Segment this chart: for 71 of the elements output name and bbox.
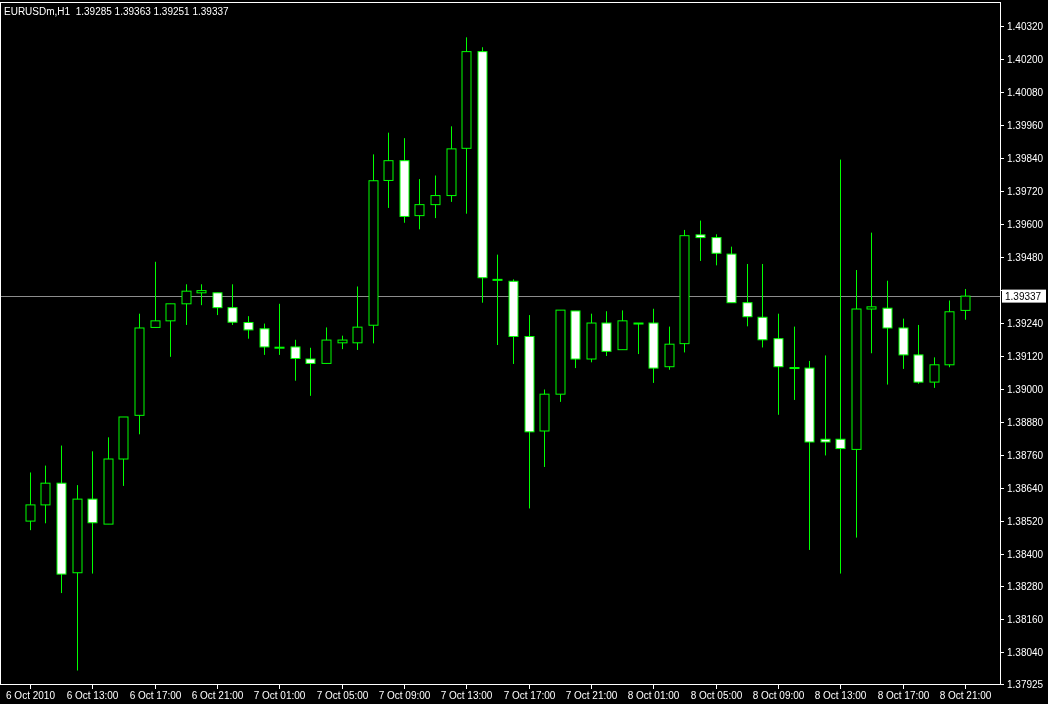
- y-tick-label: 1.40200: [1007, 54, 1044, 65]
- candlestick: [196, 283, 207, 306]
- x-tick-label: 8 Oct 17:00: [877, 690, 930, 701]
- candlestick: [414, 178, 425, 230]
- y-tick-label: 1.37925: [1007, 679, 1044, 690]
- candlestick: [274, 303, 285, 356]
- x-tick-label: 8 Oct 05:00: [690, 690, 743, 701]
- candlestick: [321, 326, 332, 364]
- y-tick-label: 1.38520: [1007, 516, 1044, 527]
- y-tick-label: 1.38160: [1007, 614, 1044, 625]
- candlestick: [430, 175, 441, 219]
- candlestick: [835, 159, 846, 575]
- y-tick-label: 1.39960: [1007, 120, 1044, 131]
- candlestick: [383, 132, 394, 209]
- y-tick-label: 1.38280: [1007, 581, 1044, 592]
- candlestick: [212, 292, 223, 316]
- candlestick: [40, 465, 51, 524]
- y-tick-label: 1.39240: [1007, 318, 1044, 329]
- candlestick: [757, 263, 768, 348]
- y-tick-label: 1.39600: [1007, 219, 1044, 230]
- x-tick-label: 6 Oct 13:00: [66, 690, 119, 701]
- candlestick: [960, 288, 971, 321]
- candlestick: [929, 356, 940, 389]
- y-tick-label: 1.38640: [1007, 483, 1044, 494]
- y-tick-label: 1.39000: [1007, 384, 1044, 395]
- x-tick-label: 7 Oct 21:00: [565, 690, 618, 701]
- candlestick: [789, 326, 800, 401]
- y-tick-label: 1.40320: [1007, 21, 1044, 32]
- candlestick: [882, 280, 893, 386]
- candlestick: [150, 261, 161, 328]
- x-tick-label: 7 Oct 13:00: [440, 690, 493, 701]
- y-tick-label: 1.38040: [1007, 647, 1044, 658]
- x-tick-label: 8 Oct 13:00: [814, 690, 867, 701]
- candlestick: [866, 232, 877, 354]
- candlestick: [25, 471, 36, 531]
- candlestick: [711, 233, 722, 266]
- y-tick-label: 1.38880: [1007, 417, 1044, 428]
- ref-line-label: 1.39337: [1005, 290, 1042, 302]
- x-tick-label: 8 Oct 09:00: [752, 690, 805, 701]
- y-tick-label: 1.39120: [1007, 351, 1044, 362]
- x-tick-label: 7 Oct 05:00: [316, 690, 369, 701]
- x-tick-label: 7 Oct 17:00: [503, 690, 556, 701]
- candlestick: [305, 347, 316, 397]
- candlestick: [633, 322, 644, 355]
- x-tick-label: 7 Oct 09:00: [378, 690, 431, 701]
- candlestick: [87, 450, 98, 575]
- y-tick-label: 1.39720: [1007, 186, 1044, 197]
- y-tick-label: 1.38400: [1007, 549, 1044, 560]
- candlestick: [742, 263, 753, 327]
- candlestick: [352, 286, 363, 351]
- y-tick-label: 1.39480: [1007, 252, 1044, 263]
- candlestick: [695, 220, 706, 262]
- candlestick: [243, 315, 254, 340]
- x-tick-label: 6 Oct 21:00: [191, 690, 244, 701]
- x-tick-label: 6 Oct 2010: [6, 690, 56, 701]
- x-tick-label: 7 Oct 01:00: [253, 690, 306, 701]
- x-tick-label: 8 Oct 21:00: [939, 690, 992, 701]
- y-tick-label: 1.39840: [1007, 153, 1044, 164]
- candlestick: [259, 323, 270, 356]
- y-tick-label: 1.38760: [1007, 450, 1044, 461]
- candlestick: [664, 326, 675, 371]
- x-tick-label: 8 Oct 01:00: [627, 690, 680, 701]
- x-tick-label: 6 Oct 17:00: [129, 690, 182, 701]
- candlestick: [227, 283, 238, 326]
- candlestick: [492, 254, 503, 346]
- chart-title: EURUSDm,H1 1.39285 1.39363 1.39251 1.39337: [4, 6, 230, 17]
- y-tick-label: 1.40080: [1007, 87, 1044, 98]
- candlestick: [290, 339, 301, 382]
- candlestick: [181, 283, 192, 326]
- candlestick: [820, 354, 831, 456]
- candlestick: [165, 303, 176, 358]
